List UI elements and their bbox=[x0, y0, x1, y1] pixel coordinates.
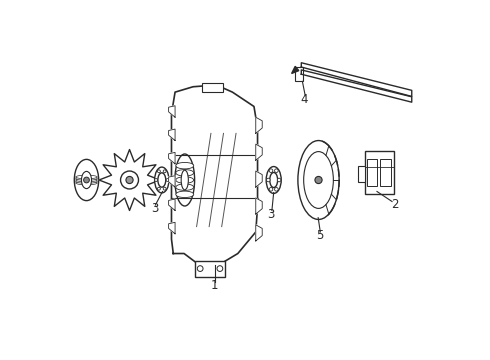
Bar bbox=[358, 166, 366, 182]
Ellipse shape bbox=[270, 172, 278, 188]
Ellipse shape bbox=[81, 171, 92, 189]
Ellipse shape bbox=[181, 170, 188, 190]
Text: 5: 5 bbox=[317, 229, 324, 242]
Circle shape bbox=[274, 188, 278, 191]
Circle shape bbox=[84, 177, 89, 183]
Ellipse shape bbox=[76, 177, 97, 180]
Circle shape bbox=[267, 178, 270, 182]
Circle shape bbox=[155, 179, 157, 181]
Ellipse shape bbox=[176, 184, 194, 190]
Circle shape bbox=[126, 176, 133, 184]
Ellipse shape bbox=[266, 167, 281, 193]
Polygon shape bbox=[256, 225, 262, 241]
Circle shape bbox=[274, 169, 278, 172]
Text: 4: 4 bbox=[300, 93, 308, 106]
Circle shape bbox=[269, 188, 273, 191]
Ellipse shape bbox=[176, 191, 194, 198]
Polygon shape bbox=[256, 171, 262, 187]
Ellipse shape bbox=[76, 181, 97, 185]
Circle shape bbox=[277, 178, 281, 182]
Circle shape bbox=[315, 176, 322, 184]
Circle shape bbox=[121, 171, 139, 189]
Polygon shape bbox=[301, 63, 412, 96]
Ellipse shape bbox=[158, 173, 166, 187]
Polygon shape bbox=[99, 149, 160, 211]
Ellipse shape bbox=[155, 167, 169, 193]
Polygon shape bbox=[169, 152, 175, 164]
Text: 3: 3 bbox=[151, 202, 158, 215]
Ellipse shape bbox=[76, 175, 97, 179]
Circle shape bbox=[217, 266, 223, 271]
Text: 3: 3 bbox=[268, 208, 275, 221]
Polygon shape bbox=[256, 144, 262, 160]
Ellipse shape bbox=[304, 152, 333, 208]
Bar bbox=[295, 67, 303, 81]
Ellipse shape bbox=[76, 180, 97, 183]
Circle shape bbox=[157, 187, 160, 190]
Polygon shape bbox=[169, 106, 175, 117]
Bar bbox=[195, 261, 225, 277]
Circle shape bbox=[166, 179, 169, 181]
Circle shape bbox=[157, 170, 160, 173]
Ellipse shape bbox=[176, 170, 194, 176]
Ellipse shape bbox=[176, 177, 194, 183]
Polygon shape bbox=[172, 85, 258, 264]
Circle shape bbox=[163, 170, 166, 173]
Polygon shape bbox=[292, 66, 299, 73]
Polygon shape bbox=[169, 129, 175, 140]
Ellipse shape bbox=[175, 154, 195, 206]
Polygon shape bbox=[169, 176, 175, 187]
Text: 2: 2 bbox=[391, 198, 399, 211]
Circle shape bbox=[197, 266, 203, 271]
Polygon shape bbox=[301, 70, 412, 102]
Circle shape bbox=[269, 169, 273, 172]
Bar bbox=[367, 159, 377, 186]
Polygon shape bbox=[256, 198, 262, 214]
Bar bbox=[380, 159, 391, 186]
Text: 1: 1 bbox=[211, 279, 218, 292]
Bar bbox=[202, 83, 223, 92]
Ellipse shape bbox=[74, 159, 98, 201]
Polygon shape bbox=[256, 117, 262, 134]
Bar bbox=[365, 151, 394, 194]
Polygon shape bbox=[169, 222, 175, 234]
Polygon shape bbox=[169, 199, 175, 211]
Ellipse shape bbox=[298, 140, 339, 220]
Circle shape bbox=[163, 187, 166, 190]
Ellipse shape bbox=[76, 178, 97, 182]
Ellipse shape bbox=[176, 162, 194, 169]
